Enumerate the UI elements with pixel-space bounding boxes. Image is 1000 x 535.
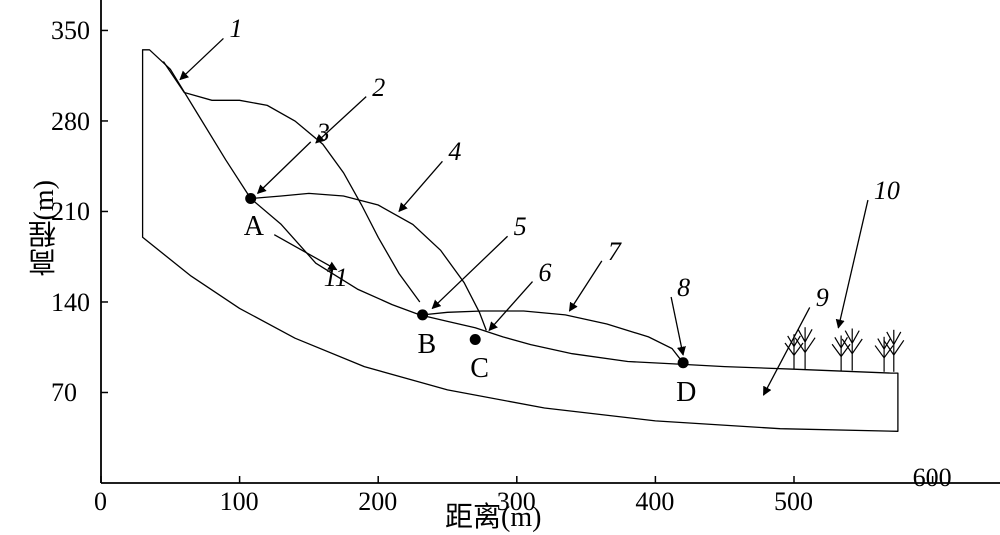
annotation-10: 10	[874, 176, 900, 206]
x-tick-0: 0	[94, 487, 107, 517]
annotation-5: 5	[514, 212, 527, 242]
annotation-4: 4	[448, 137, 461, 167]
y-tick-70: 70	[51, 378, 77, 408]
y-axis-label: 高程(m)	[25, 180, 65, 276]
y-tick-140: 140	[51, 288, 90, 318]
annotation-11: 11	[324, 263, 348, 293]
point-label-C: C	[470, 353, 489, 385]
annotation-7: 7	[608, 237, 621, 267]
annotation-2: 2	[372, 73, 385, 103]
annotation-1: 1	[229, 14, 242, 44]
x-tick-300: 300	[497, 487, 536, 517]
annotation-9: 9	[816, 283, 829, 313]
y-tick-350: 350	[51, 16, 90, 46]
x-tick-600: 600	[913, 463, 952, 493]
chart-svg	[0, 0, 1000, 530]
point-label-D: D	[676, 377, 696, 409]
y-tick-280: 280	[51, 107, 90, 137]
y-tick-210: 210	[51, 197, 90, 227]
x-tick-400: 400	[635, 487, 674, 517]
annotation-8: 8	[677, 273, 690, 303]
x-tick-100: 100	[220, 487, 259, 517]
annotation-3: 3	[317, 118, 330, 148]
x-tick-500: 500	[774, 487, 813, 517]
point-label-B: B	[418, 329, 437, 361]
chart-container: 高程(m) 距离(m) 0100200300400500600701402102…	[0, 0, 1000, 530]
x-tick-200: 200	[358, 487, 397, 517]
point-label-A: A	[244, 211, 264, 243]
annotation-6: 6	[539, 258, 552, 288]
